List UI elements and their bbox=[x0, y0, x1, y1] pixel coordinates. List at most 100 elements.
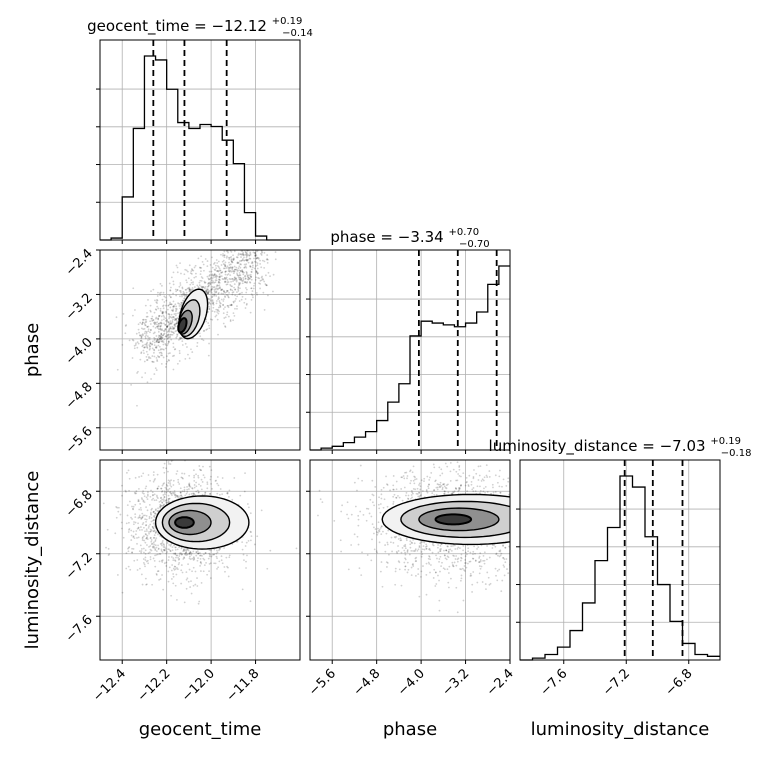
sample-point bbox=[409, 469, 412, 472]
sample-point bbox=[207, 291, 210, 294]
sample-point bbox=[230, 256, 233, 258]
sample-point bbox=[317, 514, 319, 517]
xlabel-geocent-time: geocent_time bbox=[139, 719, 262, 740]
sample-point bbox=[318, 489, 321, 492]
sample-point bbox=[235, 243, 237, 245]
sample-point bbox=[454, 487, 457, 489]
sample-point bbox=[247, 276, 250, 279]
sample-point bbox=[167, 482, 170, 484]
sample-point bbox=[198, 468, 201, 471]
sample-point bbox=[173, 544, 175, 547]
sample-point bbox=[224, 326, 227, 328]
sample-point bbox=[427, 557, 430, 560]
sample-point bbox=[162, 305, 164, 308]
sample-point bbox=[239, 260, 241, 262]
sample-point bbox=[179, 491, 182, 494]
sample-point bbox=[160, 487, 162, 490]
sample-point bbox=[122, 536, 125, 539]
sample-point bbox=[137, 323, 140, 326]
sample-point bbox=[263, 260, 266, 263]
sample-point bbox=[372, 494, 375, 497]
sample-point bbox=[171, 327, 174, 330]
sample-point bbox=[371, 493, 374, 496]
sample-point bbox=[239, 287, 241, 290]
sample-point bbox=[185, 554, 188, 556]
sample-point bbox=[211, 487, 213, 490]
sample-point bbox=[217, 484, 220, 487]
sample-point bbox=[149, 511, 152, 514]
sample-point bbox=[233, 270, 236, 273]
sample-point bbox=[472, 490, 475, 493]
sample-point bbox=[211, 318, 214, 321]
sample-point bbox=[170, 303, 173, 306]
sample-point bbox=[145, 315, 148, 318]
sample-point bbox=[125, 522, 128, 525]
sample-point bbox=[218, 301, 221, 304]
sample-point bbox=[181, 476, 184, 479]
sample-point bbox=[240, 259, 243, 262]
sample-point bbox=[206, 483, 209, 485]
sample-point bbox=[190, 279, 193, 281]
sample-point bbox=[231, 289, 234, 292]
sample-point bbox=[239, 494, 242, 497]
sample-point bbox=[239, 292, 242, 295]
sample-point bbox=[181, 553, 184, 556]
sample-point bbox=[392, 488, 395, 491]
sample-point bbox=[423, 477, 426, 480]
sample-point bbox=[467, 458, 469, 460]
sample-point bbox=[228, 261, 230, 264]
sample-point bbox=[421, 540, 424, 543]
sample-point bbox=[386, 566, 388, 568]
sample-point bbox=[198, 281, 201, 284]
sample-point bbox=[238, 276, 241, 279]
sample-point bbox=[468, 455, 470, 457]
sample-point bbox=[141, 498, 144, 501]
sample-point bbox=[423, 480, 425, 483]
sample-point bbox=[255, 270, 258, 273]
sample-point bbox=[153, 349, 156, 352]
sample-point bbox=[165, 565, 168, 567]
sample-point bbox=[144, 318, 146, 321]
sample-point bbox=[239, 270, 242, 272]
sample-point bbox=[397, 545, 399, 547]
sample-point bbox=[227, 566, 229, 569]
sample-point bbox=[219, 269, 221, 272]
sample-point bbox=[420, 550, 423, 553]
sample-point bbox=[455, 488, 458, 490]
sample-point bbox=[233, 243, 235, 245]
sample-point bbox=[260, 250, 263, 253]
sample-point bbox=[175, 308, 178, 310]
sample-point bbox=[254, 252, 257, 255]
sample-point bbox=[245, 251, 247, 254]
sample-point bbox=[512, 467, 514, 469]
sample-point bbox=[138, 529, 141, 531]
sample-point bbox=[446, 452, 448, 454]
sample-point bbox=[446, 545, 449, 548]
sample-point bbox=[178, 305, 181, 307]
sample-point bbox=[208, 298, 211, 300]
sample-point bbox=[233, 277, 236, 280]
sample-point bbox=[174, 560, 177, 562]
sample-point bbox=[235, 245, 237, 247]
sample-point bbox=[138, 550, 141, 553]
sample-point bbox=[378, 530, 381, 533]
sample-point bbox=[238, 283, 241, 286]
sample-point bbox=[185, 578, 188, 581]
sample-point bbox=[464, 562, 466, 564]
sample-point bbox=[250, 287, 253, 290]
sample-point bbox=[145, 583, 148, 586]
sample-point bbox=[208, 284, 210, 287]
sample-point bbox=[170, 286, 172, 289]
sample-point bbox=[191, 435, 193, 437]
sample-point bbox=[246, 259, 249, 262]
sample-point bbox=[114, 532, 117, 535]
sample-point bbox=[146, 509, 149, 512]
sample-point bbox=[195, 485, 198, 488]
sample-point bbox=[215, 479, 217, 482]
sample-point bbox=[513, 512, 515, 514]
sample-point bbox=[447, 550, 450, 553]
sample-point bbox=[226, 294, 229, 297]
sample-point bbox=[499, 491, 502, 494]
sample-point bbox=[161, 551, 164, 553]
sample-point bbox=[184, 548, 187, 551]
